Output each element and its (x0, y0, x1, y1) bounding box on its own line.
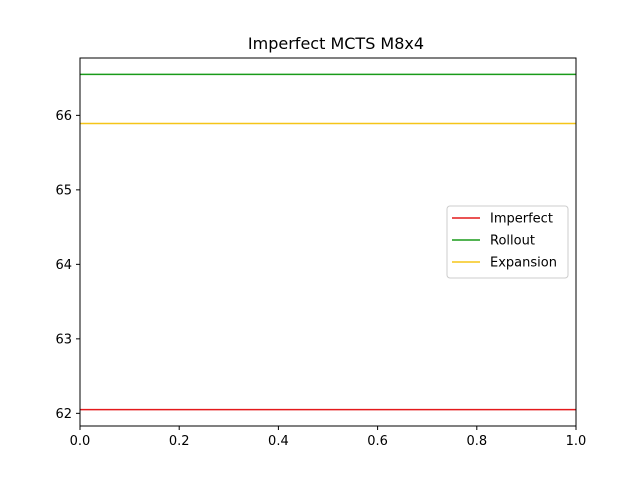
y-tick-label: 62 (55, 407, 72, 422)
legend: Imperfect Rollout Expansion (446, 205, 569, 279)
x-axis: 0.0 0.2 0.4 0.6 0.8 1.0 (70, 426, 587, 449)
x-tick-label: 1.0 (566, 434, 587, 449)
x-tick-label: 0.0 (70, 434, 91, 449)
series-lines (80, 73, 576, 411)
y-tick-label: 65 (55, 183, 72, 198)
y-tick-label: 63 (55, 332, 72, 347)
y-tick-label: 66 (55, 109, 72, 124)
x-tick-label: 0.6 (367, 434, 388, 449)
y-tick-label: 64 (55, 258, 72, 273)
legend-label-imperfect: Imperfect (490, 212, 553, 227)
x-tick-label: 0.2 (169, 434, 190, 449)
x-tick-label: 0.4 (268, 434, 289, 449)
y-axis: 62 63 64 65 66 (55, 109, 80, 422)
legend-label-expansion: Expansion (490, 256, 557, 271)
legend-label-rollout: Rollout (490, 234, 535, 249)
plot-frame (79, 57, 577, 427)
x-tick-label: 0.8 (466, 434, 487, 449)
legend-box (446, 205, 569, 279)
chart-title: Imperfect MCTS M8x4 (248, 34, 424, 53)
